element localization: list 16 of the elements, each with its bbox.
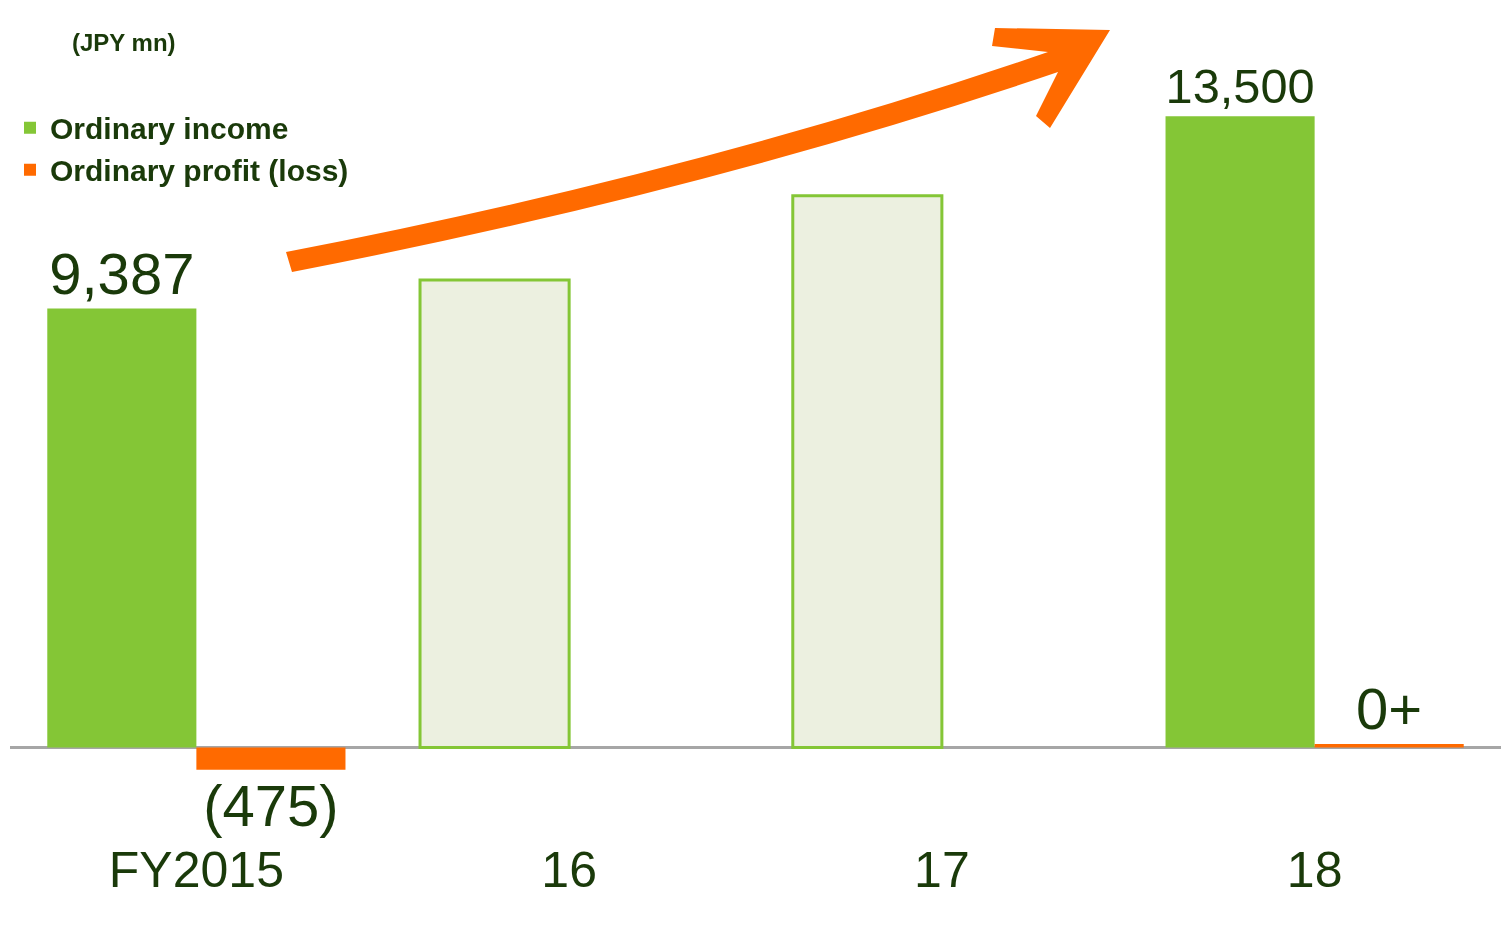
bar [1165, 116, 1315, 748]
x-tick-label: 18 [1286, 842, 1343, 898]
data-label: 13,500 [1165, 59, 1315, 114]
bar [196, 747, 346, 770]
legend-label: Ordinary profit (loss) [50, 154, 349, 188]
data-label: 0+ [1356, 675, 1423, 741]
bar [418, 278, 571, 749]
text: (JPY mn) [72, 29, 176, 56]
bar [791, 194, 944, 749]
bar [47, 308, 197, 748]
x-tick-label: FY2015 [108, 842, 284, 898]
data-label: 9,387 [49, 240, 195, 306]
legend-label: Ordinary income [50, 112, 289, 146]
data-label: (475) [203, 772, 339, 838]
x-tick-label: 17 [914, 842, 970, 898]
x-tick-label: 16 [541, 842, 597, 898]
